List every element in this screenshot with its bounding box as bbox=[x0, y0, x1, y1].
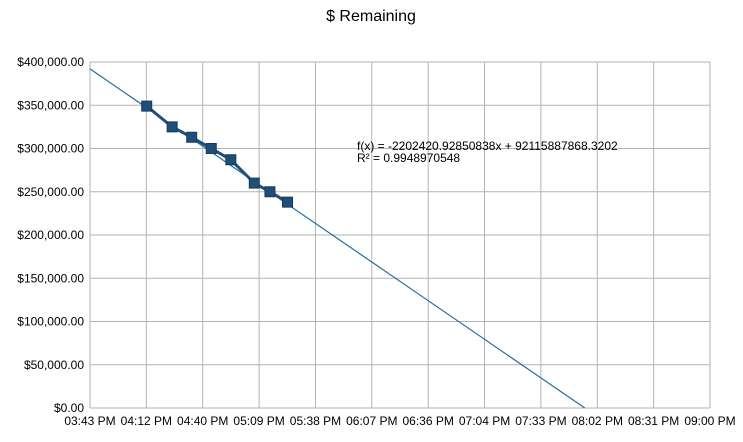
data-point bbox=[225, 154, 237, 166]
data-point bbox=[186, 131, 198, 143]
y-tick-label: $300,000.00 bbox=[17, 142, 84, 156]
y-axis-ticks: $0.00 $50,000.00 $100,000.00 $150,000.00 $20… bbox=[17, 55, 84, 415]
x-tick-label: 08:31 PM bbox=[628, 414, 679, 428]
x-tick-label: 07:04 PM bbox=[459, 414, 510, 428]
x-tick-label: 08:02 PM bbox=[572, 414, 623, 428]
y-tick-label: $400,000.00 bbox=[17, 55, 84, 69]
x-axis-ticks: 03:43 PM 04:12 PM 04:40 PM 05:09 PM 05:38 PM… bbox=[64, 414, 735, 428]
data-series bbox=[141, 100, 294, 208]
chart-title: $ Remaining bbox=[326, 8, 416, 25]
data-point bbox=[248, 177, 260, 189]
data-point bbox=[205, 143, 217, 154]
x-tick-label: 05:38 PM bbox=[290, 414, 341, 428]
x-tick-label: 03:43 PM bbox=[64, 414, 115, 428]
x-tick-label: 04:40 PM bbox=[177, 414, 228, 428]
y-tick-label: $350,000.00 bbox=[17, 98, 84, 112]
y-tick-label: $250,000.00 bbox=[17, 185, 84, 199]
data-point bbox=[166, 121, 178, 133]
x-tick-label: 06:36 PM bbox=[402, 414, 453, 428]
data-point bbox=[141, 100, 153, 112]
y-tick-label: $100,000.00 bbox=[17, 315, 84, 329]
data-point bbox=[282, 196, 294, 208]
y-tick-label: $50,000.00 bbox=[24, 358, 84, 372]
x-tick-label: 07:33 PM bbox=[515, 414, 566, 428]
x-tick-label: 04:12 PM bbox=[121, 414, 172, 428]
y-tick-label: $200,000.00 bbox=[17, 228, 84, 242]
x-tick-label: 05:09 PM bbox=[233, 414, 284, 428]
r-squared: R² = 0.9948970548 bbox=[357, 151, 460, 165]
data-point bbox=[264, 186, 276, 198]
y-tick-label: $150,000.00 bbox=[17, 271, 84, 285]
x-tick-label: 09:00 PM bbox=[684, 414, 735, 428]
y-tick-label: $0.00 bbox=[54, 401, 84, 415]
grid bbox=[89, 61, 711, 409]
x-tick-label: 06:07 PM bbox=[346, 414, 397, 428]
trendline-equation: f(x) = -2202420.92850838x + 92115887868.… bbox=[357, 139, 618, 153]
